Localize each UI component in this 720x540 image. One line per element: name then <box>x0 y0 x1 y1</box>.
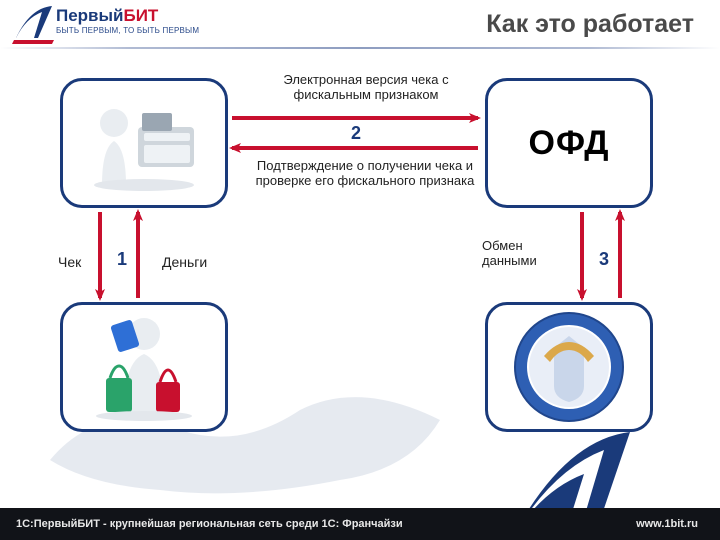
step-number-2: 2 <box>346 122 366 144</box>
node-ofd-label: ОФД <box>529 124 610 163</box>
header: ПервыйБИТ БЫТЬ ПЕРВЫМ, ТО БЫТЬ ПЕРВЫМ Ка… <box>0 0 720 54</box>
shopper-icon <box>84 312 204 422</box>
cash-register-icon <box>84 93 204 193</box>
node-cashier <box>60 78 228 208</box>
logo-first: Первый <box>56 6 123 25</box>
logo-sail-icon <box>12 2 56 44</box>
page-title: Как это работает <box>486 10 694 39</box>
label-bottom-text: Подтверждение о получении чека и проверк… <box>250 158 480 188</box>
step-number-1: 1 <box>112 248 132 270</box>
label-money: Деньги <box>162 254 207 270</box>
footer: 1С:ПервыйБИТ - крупнейшая региональная с… <box>0 508 720 540</box>
node-ofd: ОФД <box>485 78 653 208</box>
header-divider <box>0 47 720 49</box>
label-cheque: Чек <box>58 254 81 270</box>
footer-right-text: www.1bit.ru <box>636 518 698 530</box>
footer-left-text: 1С:ПервыйБИТ - крупнейшая региональная с… <box>16 518 403 530</box>
logo-text: ПервыйБИТ <box>56 6 158 26</box>
node-fns <box>485 302 653 432</box>
label-top-text: Электронная версия чека с фискальным при… <box>256 72 476 102</box>
node-customer <box>60 302 228 432</box>
logo-second: БИТ <box>123 6 158 25</box>
label-exchange: Обмен данными <box>482 238 552 268</box>
fns-emblem-icon <box>510 308 628 426</box>
step-number-3: 3 <box>594 248 614 270</box>
logo-tagline: БЫТЬ ПЕРВЫМ, ТО БЫТЬ ПЕРВЫМ <box>56 26 199 35</box>
